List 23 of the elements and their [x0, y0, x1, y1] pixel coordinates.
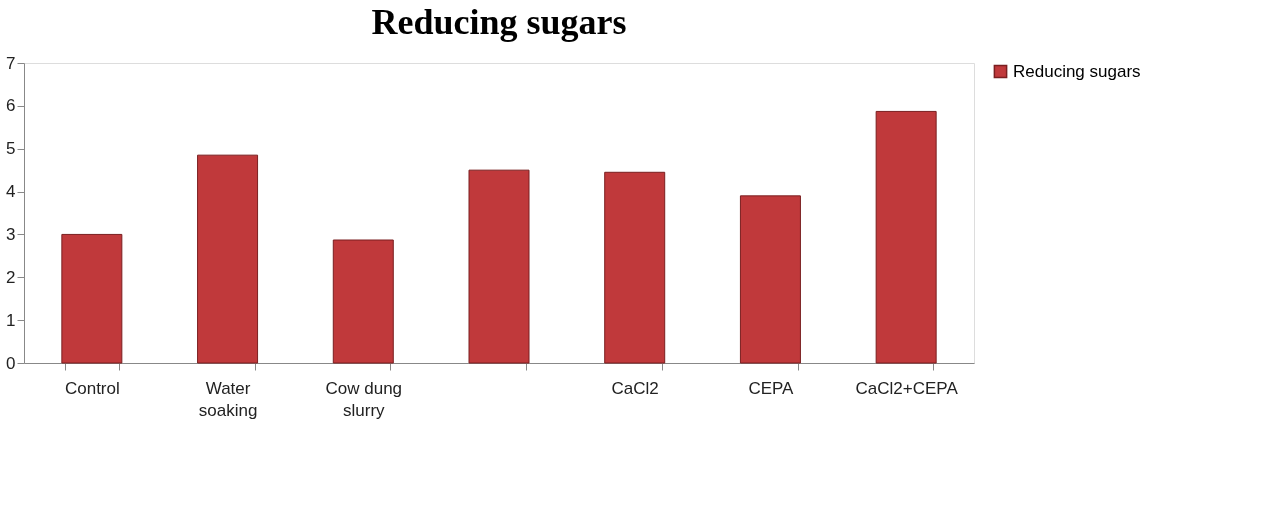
bar — [604, 171, 666, 364]
y-tick-label: 4 — [6, 182, 16, 202]
bar — [332, 239, 394, 364]
y-tick-label: 0 — [6, 353, 16, 373]
y-tick-label: 3 — [6, 224, 16, 244]
x-tick-label: CaCl2 — [611, 378, 659, 398]
chart-title: Reducing sugars — [371, 2, 627, 42]
bar — [468, 169, 530, 364]
legend-label: Reducing sugars — [1013, 61, 1141, 81]
x-tick-label: Control — [64, 378, 120, 398]
x-tick-label: Water soaking — [198, 378, 258, 420]
y-tick-label: 5 — [6, 139, 16, 159]
bar — [875, 110, 937, 364]
x-tick-label: CaCl2+CEPA — [855, 378, 959, 398]
x-tick-label: CEPA — [748, 378, 795, 398]
y-tick-label: 2 — [6, 267, 16, 287]
bar — [739, 195, 801, 364]
y-tick-label: 7 — [6, 53, 16, 73]
bar — [197, 154, 259, 364]
y-tick-label: 1 — [6, 310, 16, 330]
x-tick-label: Cow dung slurry — [325, 378, 403, 420]
bar — [61, 233, 123, 364]
y-tick-label: 6 — [6, 96, 16, 116]
